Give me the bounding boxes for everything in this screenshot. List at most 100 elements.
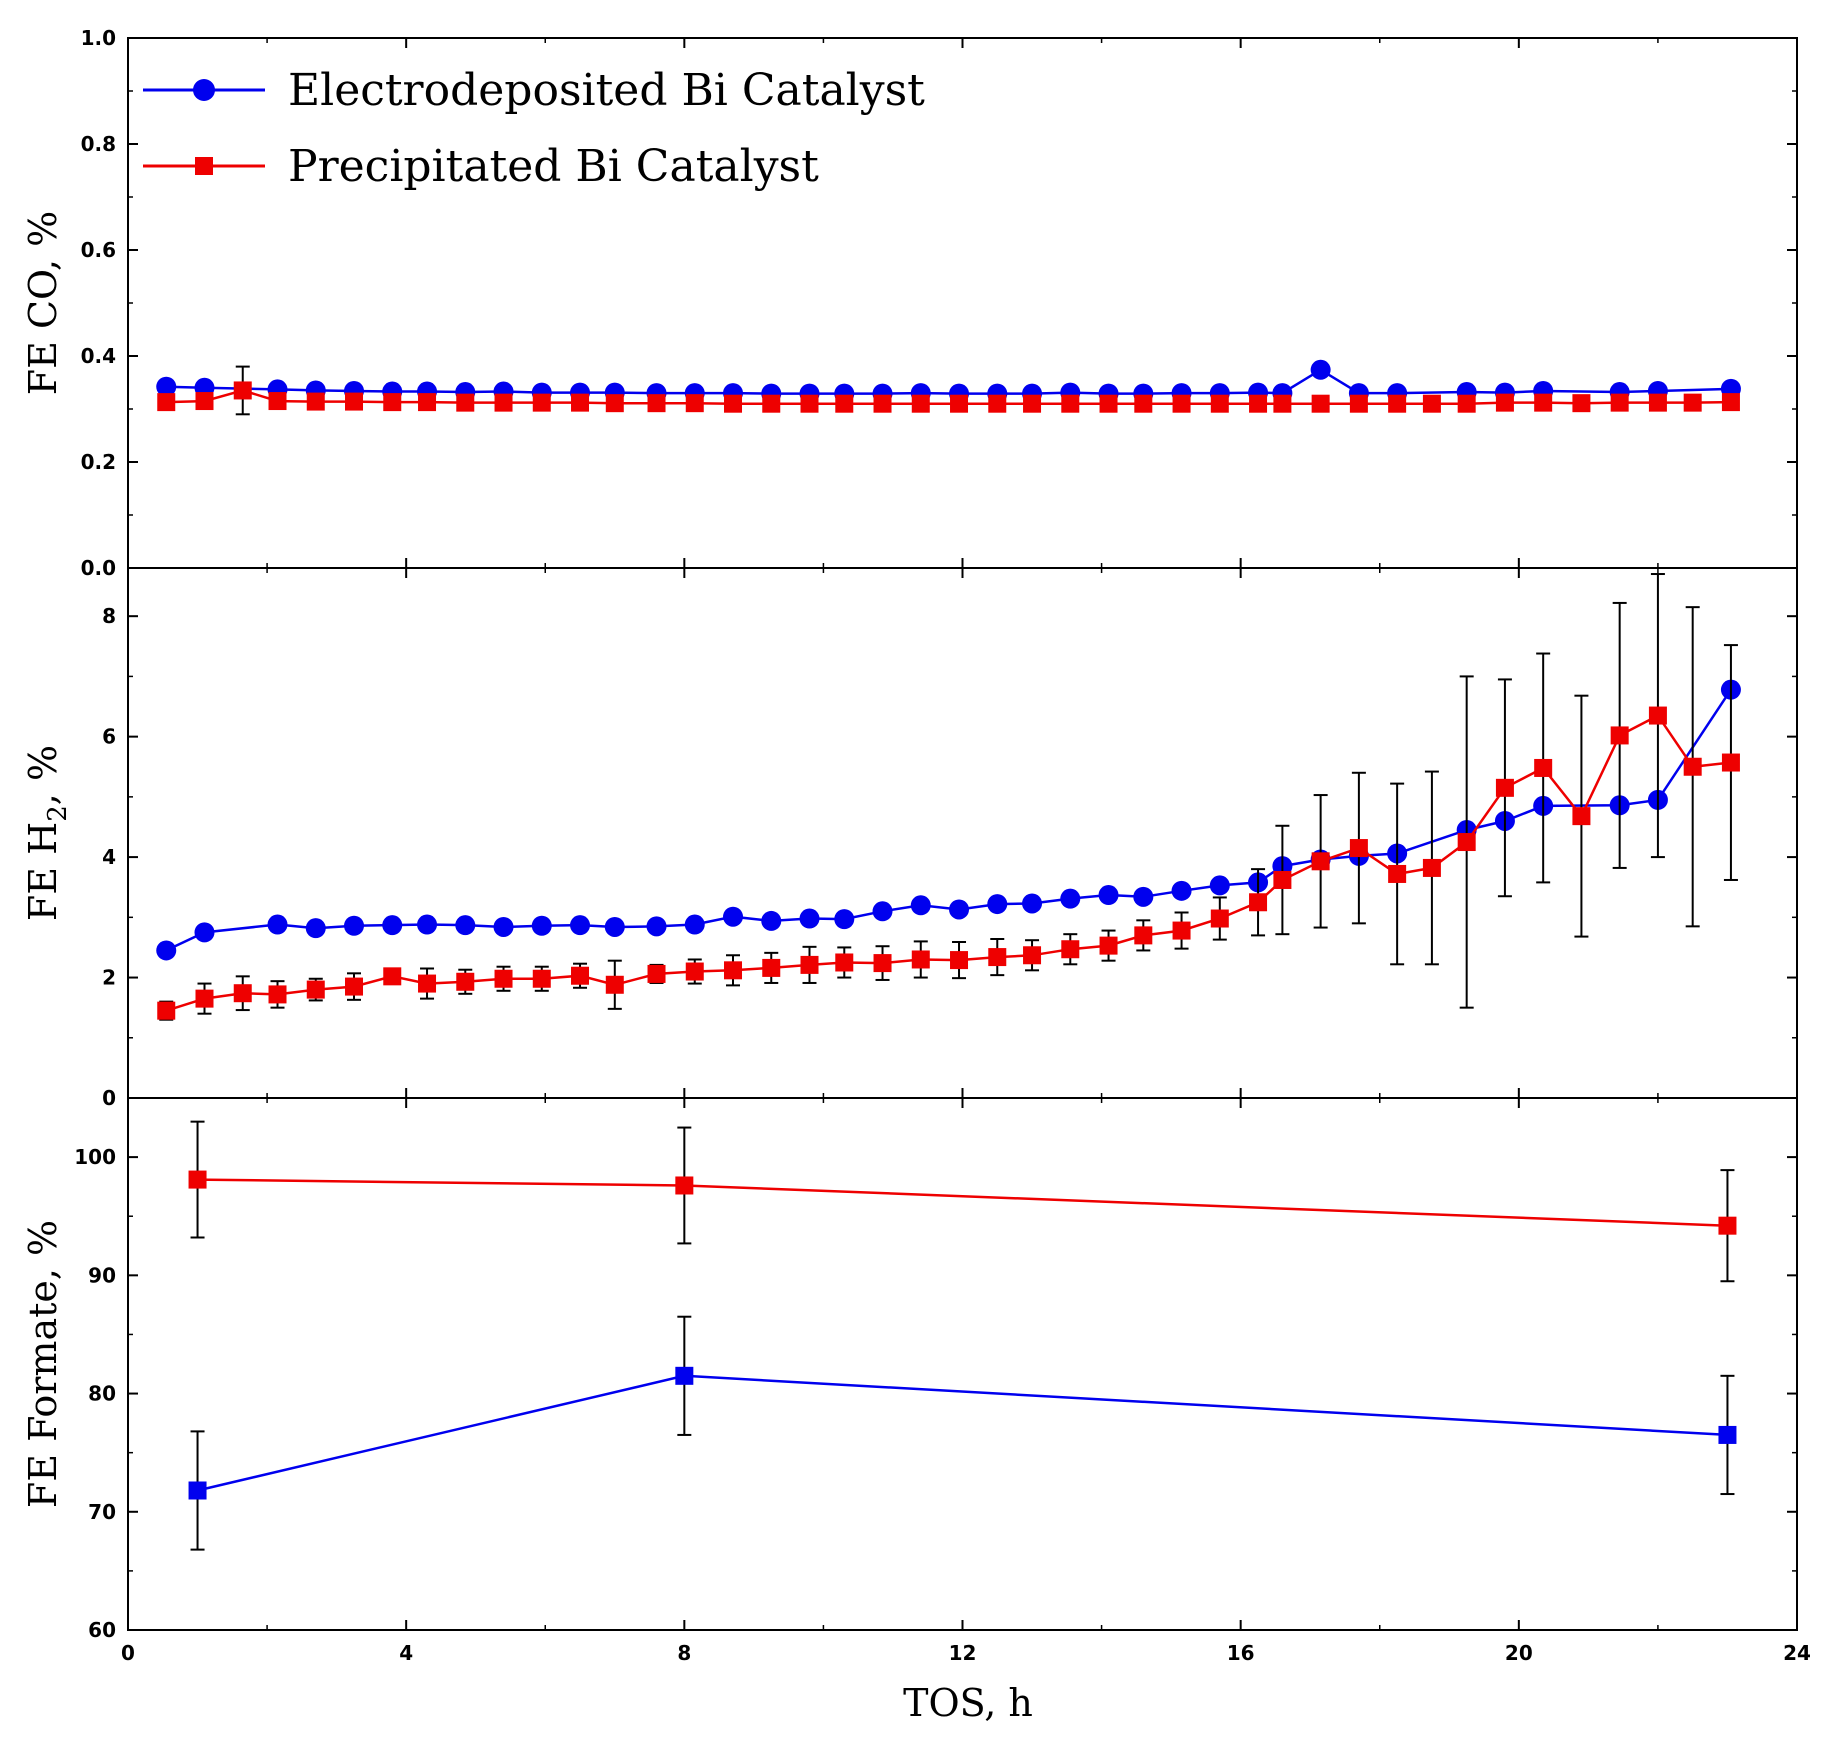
data-point-formate-1-2 bbox=[1718, 1425, 1737, 1444]
data-point-h2-1-18 bbox=[835, 953, 854, 972]
data-point-co-1-14 bbox=[685, 394, 704, 413]
data-point-co-1-21 bbox=[950, 394, 969, 413]
data-point-co-1-19 bbox=[873, 394, 892, 413]
data-point-h2-1-41 bbox=[1683, 757, 1702, 776]
y-axis-title-formate: FE Formate, % bbox=[21, 1220, 65, 1508]
data-point-h2-0-5 bbox=[382, 915, 403, 936]
data-point-co-0-30 bbox=[1310, 359, 1331, 380]
data-point-h2-1-4 bbox=[306, 980, 325, 999]
x-tick-label-3: 12 bbox=[949, 1641, 977, 1665]
data-point-co-1-34 bbox=[1422, 394, 1441, 413]
data-point-h2-0-9 bbox=[531, 915, 552, 936]
y-tick-label-co-2: 0.4 bbox=[81, 344, 116, 368]
x-tick-label-4: 16 bbox=[1227, 1641, 1255, 1665]
data-point-h2-0-0 bbox=[156, 940, 177, 961]
data-point-h2-0-13 bbox=[684, 914, 705, 935]
data-point-h2-1-40 bbox=[1648, 706, 1667, 725]
data-point-h2-0-12 bbox=[646, 916, 667, 937]
series-line-h2-1 bbox=[165, 713, 1732, 1012]
data-point-h2-1-23 bbox=[1023, 946, 1042, 965]
x-tick-label-1: 4 bbox=[399, 1641, 413, 1665]
data-point-h2-1-30 bbox=[1273, 870, 1292, 889]
data-point-h2-0-26 bbox=[1171, 880, 1192, 901]
data-point-co-1-37 bbox=[1534, 393, 1553, 412]
data-point-h2-1-6 bbox=[383, 967, 402, 986]
data-point-h2-0-21 bbox=[987, 894, 1008, 915]
y-axis-title-suffix-h2: , % bbox=[21, 745, 65, 805]
series-co-1 bbox=[157, 365, 1740, 416]
y-tick-label-h2-1: 2 bbox=[102, 966, 116, 990]
data-point-h2-1-10 bbox=[532, 969, 551, 988]
data-point-h2-1-37 bbox=[1534, 758, 1553, 777]
plot-frame-formate bbox=[127, 1097, 1798, 1631]
data-point-h2-0-25 bbox=[1133, 886, 1154, 907]
data-point-h2-0-3 bbox=[305, 918, 326, 939]
x-tick-label-2: 8 bbox=[677, 1641, 691, 1665]
data-point-h2-0-15 bbox=[761, 910, 782, 931]
data-point-h2-0-6 bbox=[417, 914, 438, 935]
data-point-h2-0-8 bbox=[493, 916, 514, 937]
series-line-formate-1 bbox=[197, 1374, 1728, 1492]
plot-frame-co bbox=[127, 37, 1798, 569]
data-point-co-1-30 bbox=[1273, 394, 1292, 413]
data-point-co-1-3 bbox=[268, 392, 287, 411]
data-point-h2-0-22 bbox=[1022, 893, 1043, 914]
data-point-h2-0-23 bbox=[1060, 888, 1081, 909]
data-point-co-1-15 bbox=[724, 394, 743, 413]
data-point-h2-1-8 bbox=[456, 972, 475, 991]
data-point-formate-1-1 bbox=[675, 1366, 694, 1385]
data-point-h2-1-39 bbox=[1610, 726, 1629, 745]
y-tick-label-co-3: 0.6 bbox=[81, 238, 116, 262]
data-point-co-1-40 bbox=[1648, 393, 1667, 412]
data-point-co-1-41 bbox=[1683, 393, 1702, 412]
data-point-h2-1-14 bbox=[685, 962, 704, 981]
data-point-h2-1-17 bbox=[800, 955, 819, 974]
y-tick-label-formate-2: 80 bbox=[88, 1382, 116, 1406]
data-point-co-1-2 bbox=[233, 381, 252, 400]
data-point-h2-1-26 bbox=[1134, 926, 1153, 945]
y-tick-label-co-0: 0.0 bbox=[81, 556, 116, 580]
data-point-h2-1-29 bbox=[1249, 893, 1268, 912]
y-tick-label-h2-3: 6 bbox=[102, 725, 116, 749]
data-point-co-1-6 bbox=[383, 393, 402, 412]
y-axis-title-sub-h2: 2 bbox=[43, 805, 73, 822]
data-point-h2-1-42 bbox=[1721, 753, 1740, 772]
data-point-formate-0-2 bbox=[1718, 1216, 1737, 1235]
data-point-co-0-0 bbox=[156, 376, 177, 397]
panel-formate: 0 4 8 12 16 20 24 60 70 80 90 100 FE Formate, % bbox=[21, 1097, 1811, 1665]
data-point-h2-1-9 bbox=[494, 969, 513, 988]
y-tick-label-formate-1: 70 bbox=[88, 1500, 116, 1524]
y-tick-label-co-1: 0.2 bbox=[81, 450, 116, 474]
data-point-co-1-13 bbox=[647, 394, 666, 413]
data-point-h2-1-34 bbox=[1422, 858, 1441, 877]
x-tick-label-5: 20 bbox=[1505, 1641, 1533, 1665]
data-point-co-1-8 bbox=[456, 393, 475, 412]
data-point-co-1-10 bbox=[532, 393, 551, 412]
data-point-co-1-18 bbox=[835, 394, 854, 413]
panel-co: 0.0 0.2 0.4 0.6 0.8 1.0 FE CO, % bbox=[21, 26, 1798, 580]
data-point-co-1-35 bbox=[1457, 394, 1476, 413]
data-point-h2-1-22 bbox=[988, 948, 1007, 967]
data-point-h2-1-5 bbox=[345, 977, 364, 996]
data-point-co-1-16 bbox=[762, 394, 781, 413]
y-tick-label-h2-2: 4 bbox=[102, 845, 116, 869]
data-point-h2-1-1 bbox=[195, 989, 214, 1008]
data-point-h2-0-17 bbox=[834, 909, 855, 930]
data-point-h2-1-21 bbox=[950, 951, 969, 970]
data-point-co-1-5 bbox=[345, 392, 364, 411]
x-tick-label-6: 24 bbox=[1783, 1641, 1811, 1665]
y-tick-label-co-5: 1.0 bbox=[81, 26, 116, 50]
data-point-h2-1-35 bbox=[1457, 833, 1476, 852]
y-axis-title-co: FE CO, % bbox=[21, 211, 65, 395]
data-point-co-1-4 bbox=[306, 392, 325, 411]
data-point-co-1-23 bbox=[1023, 394, 1042, 413]
data-point-h2-1-13 bbox=[647, 964, 666, 983]
data-point-h2-1-2 bbox=[233, 984, 252, 1003]
data-point-h2-0-11 bbox=[604, 916, 625, 937]
data-point-formate-0-1 bbox=[675, 1176, 694, 1195]
x-tick-label-0: 0 bbox=[121, 1641, 135, 1665]
data-point-h2-1-25 bbox=[1099, 936, 1118, 955]
data-point-h2-1-36 bbox=[1495, 778, 1514, 797]
data-point-co-1-0 bbox=[157, 393, 176, 412]
